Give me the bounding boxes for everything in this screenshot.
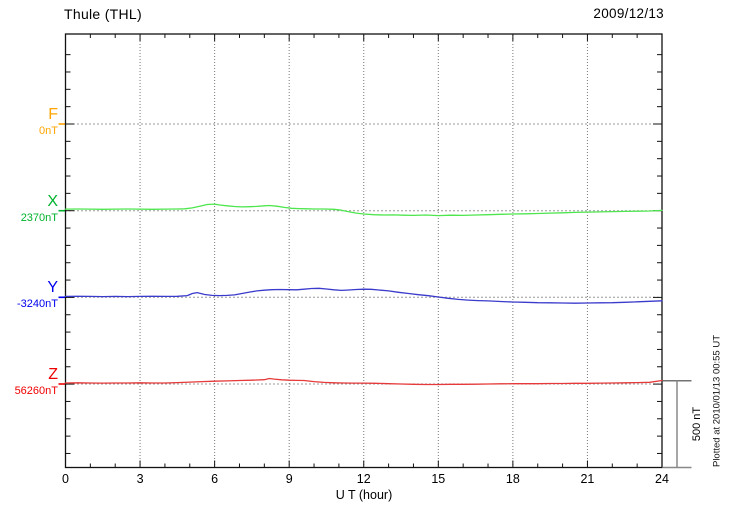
component-label-x: X 2370nT xyxy=(0,192,58,224)
component-y-baseline-value: -3240nT xyxy=(17,298,58,311)
station-title: Thule (THL) xyxy=(64,6,142,22)
scale-bar-label: 500 nT xyxy=(691,406,703,442)
plotted-at-note: Plotted at 2010/01/13 00:55 UT xyxy=(711,334,723,468)
component-f-baseline-value: 0nT xyxy=(39,125,58,137)
x-tick-label: 21 xyxy=(580,472,595,486)
x-tick-label: 6 xyxy=(211,472,219,486)
x-tick-label: 12 xyxy=(356,472,371,486)
x-axis-title: U T (hour) xyxy=(335,488,393,502)
component-label-f: F 0nT xyxy=(0,107,58,137)
component-z-baseline-value: 56260nT xyxy=(14,385,58,397)
x-tick-label: 18 xyxy=(505,472,520,486)
x-tick-label: 15 xyxy=(431,472,446,486)
x-tick-label: 9 xyxy=(285,472,293,486)
x-tick-label: 0 xyxy=(62,472,69,486)
x-tick-label: 24 xyxy=(655,472,669,486)
component-label-z: Z 56260nT xyxy=(0,367,58,397)
plot-date: 2009/12/13 xyxy=(593,6,664,21)
component-z-letter: Z xyxy=(48,366,58,383)
component-label-y: Y -3240nT xyxy=(0,280,58,310)
component-x-baseline-value: 2370nT xyxy=(20,211,58,224)
component-y-letter: Y xyxy=(47,279,58,297)
component-x-letter: X xyxy=(47,192,58,210)
x-tick-label: 3 xyxy=(136,472,144,486)
component-f-letter: F xyxy=(48,106,58,123)
